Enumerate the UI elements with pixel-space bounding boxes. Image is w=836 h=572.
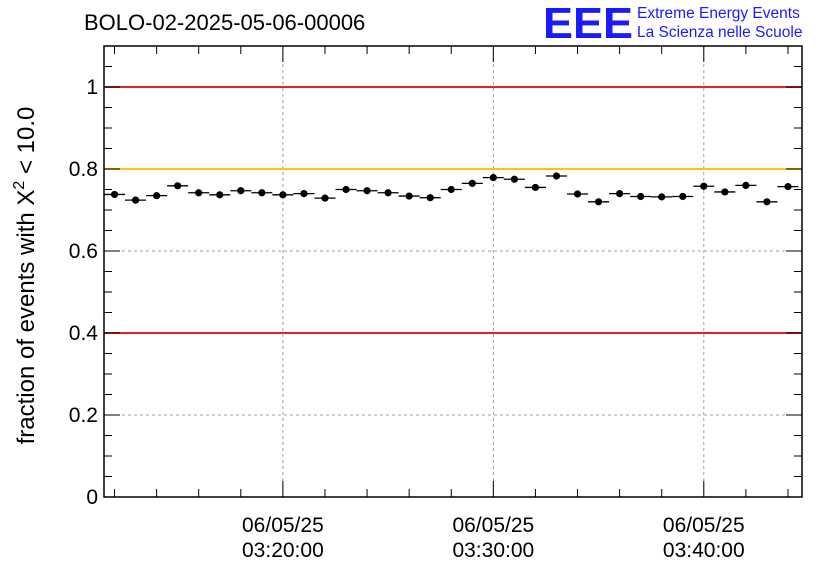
point-marker <box>468 179 476 187</box>
data-point <box>209 191 231 199</box>
y-axis-label: fraction of events with X2 < 10.0 <box>11 107 40 445</box>
data-point <box>714 188 736 196</box>
x-tick-label-time: 03:30:00 <box>452 539 534 562</box>
logo-caption: Extreme Energy Events La Scienza nelle S… <box>637 4 802 42</box>
point-marker <box>510 175 518 183</box>
y-tick-label: 0.2 <box>69 404 98 427</box>
point-marker <box>384 189 392 197</box>
point-marker <box>784 183 792 191</box>
y-tick-label: 0 <box>86 486 98 509</box>
data-point <box>588 198 610 206</box>
data-point <box>125 196 147 204</box>
point-marker <box>573 190 582 198</box>
data-point <box>693 182 715 190</box>
point-marker <box>552 172 561 180</box>
grid-lines <box>104 46 802 497</box>
point-marker <box>616 190 624 198</box>
point-marker <box>721 188 729 196</box>
data-point <box>377 189 399 197</box>
point-marker <box>342 185 350 194</box>
point-marker <box>405 192 413 200</box>
data-point <box>777 183 799 191</box>
data-point <box>524 183 546 192</box>
y-tick-label: 0.8 <box>69 158 98 181</box>
x-tick-label-time: 03:20:00 <box>242 539 324 562</box>
point-marker <box>363 187 371 195</box>
point-marker <box>237 187 245 195</box>
point-marker <box>153 192 161 200</box>
reference-lines <box>104 86 802 334</box>
point-marker <box>110 190 119 199</box>
data-point <box>503 175 525 183</box>
data-point <box>672 192 694 201</box>
point-marker <box>531 183 540 192</box>
point-marker <box>426 194 434 202</box>
data-points <box>104 172 799 206</box>
point-marker <box>216 191 224 199</box>
data-point <box>293 190 315 198</box>
point-marker <box>195 189 203 197</box>
data-point <box>272 191 294 199</box>
data-point <box>335 185 357 194</box>
point-marker <box>742 181 750 189</box>
data-point <box>545 172 567 180</box>
plot-frame-border <box>103 45 803 498</box>
point-marker <box>637 192 645 201</box>
axis-ticks <box>104 45 802 498</box>
data-point <box>630 192 652 201</box>
svg-text:EEE: EEE <box>543 2 633 42</box>
data-point <box>609 190 631 198</box>
data-point <box>314 194 336 202</box>
logo-line-2: La Scienza nelle Scuole <box>637 24 803 41</box>
point-marker <box>258 189 266 197</box>
point-marker <box>679 192 687 201</box>
y-tick-label: 0.4 <box>69 322 99 345</box>
x-tick-label-date: 06/05/25 <box>452 514 534 537</box>
point-marker <box>279 191 287 199</box>
point-marker <box>300 190 308 198</box>
data-point <box>167 182 189 190</box>
data-point <box>440 185 462 194</box>
data-point <box>104 190 126 199</box>
data-point <box>735 181 757 189</box>
data-point <box>651 193 673 201</box>
chart-title: BOLO-02-2025-05-06-00006 <box>84 10 366 35</box>
point-marker <box>489 174 497 182</box>
point-marker <box>700 182 708 190</box>
x-tick-label-date: 06/05/25 <box>663 514 745 537</box>
point-marker <box>174 182 182 190</box>
data-point <box>146 192 168 200</box>
eee-logo-icon: EEE <box>543 2 633 42</box>
y-tick-label: 0.6 <box>69 240 98 263</box>
data-point <box>756 198 778 206</box>
x-tick-label-time: 03:40:00 <box>663 539 745 562</box>
data-point <box>188 189 210 197</box>
data-point <box>230 187 252 195</box>
data-point <box>251 189 273 197</box>
point-marker <box>321 194 329 202</box>
data-point <box>419 194 441 202</box>
point-marker <box>131 196 140 204</box>
point-marker <box>447 185 455 194</box>
data-point <box>482 174 504 182</box>
point-marker <box>594 198 603 206</box>
x-tick-label-date: 06/05/25 <box>242 514 324 537</box>
data-point <box>461 179 483 187</box>
axis-labels: 00.20.40.60.8106/05/2503:20:0006/05/2503… <box>11 76 745 562</box>
point-marker <box>658 193 666 201</box>
logo-line-1: Extreme Energy Events <box>637 5 800 22</box>
y-tick-label: 1 <box>86 76 98 99</box>
plot-frame <box>103 45 803 498</box>
data-point <box>566 190 589 198</box>
data-point <box>398 192 420 200</box>
point-marker <box>763 198 771 206</box>
data-point <box>356 187 378 195</box>
